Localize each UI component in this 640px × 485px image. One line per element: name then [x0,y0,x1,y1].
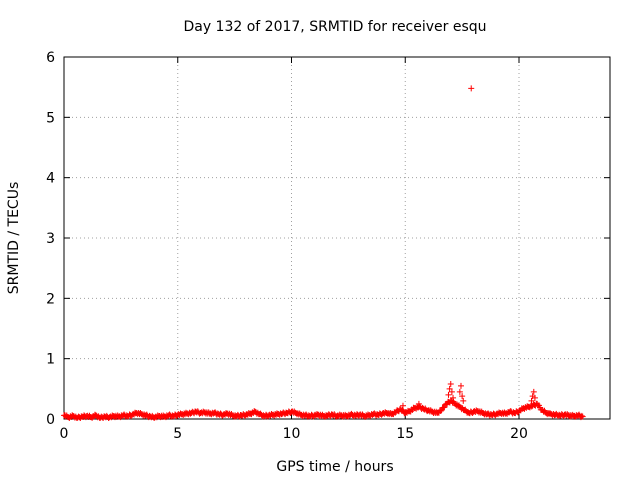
data-point-spike [450,394,457,401]
data-point-spike [447,381,454,388]
y-axis-label: SRMTID / TECUs [6,182,22,295]
y-tick-label: 1 [46,352,55,368]
x-axis-label: GPS time / hours [276,459,393,475]
grid-layer [64,57,610,419]
x-tick-label: 10 [283,426,301,442]
y-tick-label: 3 [46,231,55,247]
data-point-spike [457,382,464,389]
y-tick-label: 2 [46,291,55,307]
data-point-spike [456,388,463,395]
data-point-spike [459,393,466,400]
y-tick-label: 6 [46,50,55,66]
data-point [441,404,448,411]
data-point [437,408,444,415]
data-point-spike [530,388,537,395]
data-point [579,413,586,420]
chart-title: Day 132 of 2017, SRMTID for receiver esq… [183,19,486,35]
y-tick-label: 0 [46,412,55,428]
data-point-spike [460,397,467,404]
x-tick-label: 15 [396,426,414,442]
ticks-layer: 0 5 10 15 20 0 1 2 3 4 5 6 [46,50,610,442]
y-tick-label: 5 [46,110,55,126]
data-point-spike [531,394,538,401]
data-point-spike [528,397,535,404]
data-point [578,412,585,419]
x-tick-label: 5 [173,426,182,442]
data-point-spike [448,388,455,395]
points-layer [61,85,586,422]
data-point-spike [399,402,406,409]
x-tick-label: 20 [510,426,528,442]
y-tick-label: 4 [46,171,55,187]
data-point-spike [415,400,422,407]
data-point-spike [445,391,452,398]
data-point-outlier [468,85,475,92]
x-tick-label: 0 [60,426,69,442]
data-point-spike [446,385,453,392]
